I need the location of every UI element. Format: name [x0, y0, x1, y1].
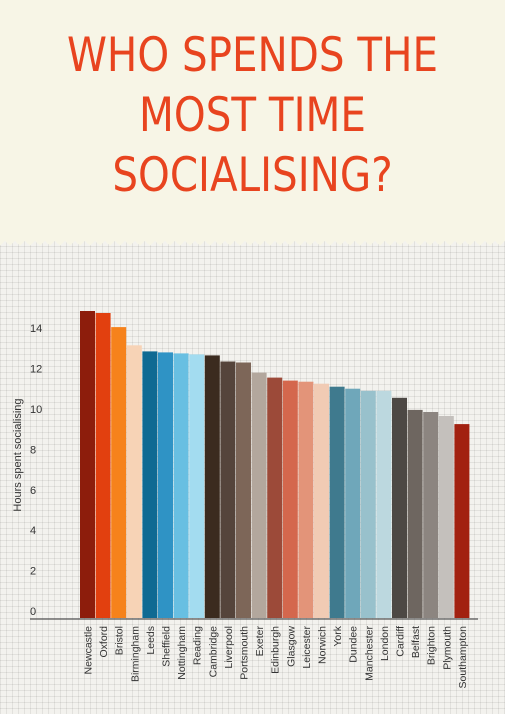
bar-birmingham	[126, 345, 142, 618]
bar-sheffield	[158, 352, 173, 618]
bar-york	[329, 386, 345, 618]
page-title: WHO SPENDS THE MOST TIME SOCIALISING?	[35, 26, 469, 206]
x-tick-labels: Newcastle Oxford Bristol Birmingham Leeds She…	[83, 625, 469, 688]
bar-newcastle	[80, 311, 95, 618]
x-tick-brighton: Brighton	[426, 626, 438, 665]
bar-edinburgh	[267, 377, 283, 618]
x-tick-oxford: Oxford	[98, 626, 110, 658]
x-tick-belfast: Belfast	[410, 626, 422, 658]
bar-cardiff	[392, 397, 407, 618]
x-tick-cambridge: Cambridge	[207, 626, 219, 678]
bar-dundee	[345, 388, 361, 618]
bar-southampton	[454, 424, 470, 618]
bar-manchester	[360, 390, 376, 619]
title-line-2: MOST TIME	[139, 88, 366, 143]
bar-norwich	[314, 383, 329, 618]
bar-portsmouth	[236, 362, 251, 618]
y-tick-14: 14	[30, 323, 42, 335]
bar-glasgow	[282, 380, 298, 618]
x-tick-leicester: Leicester	[301, 626, 313, 669]
bar-leicester	[298, 381, 314, 618]
x-tick-edinburgh: Edinburgh	[270, 626, 282, 674]
x-tick-newcastle: Newcastle	[83, 626, 95, 675]
bar-oxford	[95, 313, 111, 618]
title-line-1: WHO SPENDS THE	[66, 28, 439, 83]
x-tick-nottingham: Nottingham	[176, 626, 188, 680]
bars-group	[80, 311, 470, 619]
x-tick-sheffield: Sheffield	[161, 626, 173, 667]
bar-belfast	[407, 409, 423, 618]
x-tick-cardiff: Cardiff	[395, 626, 407, 657]
title-line-3: SOCIALISING?	[112, 148, 393, 203]
y-axis-label: Hours spent socialising	[12, 398, 24, 511]
x-tick-york: York	[332, 625, 344, 646]
bar-leeds	[142, 351, 158, 618]
bar-london	[376, 390, 392, 619]
x-tick-southampton: Southampton	[457, 626, 469, 689]
x-tick-plymouth: Plymouth	[441, 626, 453, 670]
y-tick-labels: 0 2 4 6 8 10 12 14	[30, 323, 42, 618]
x-tick-glasgow: Glasgow	[285, 626, 297, 667]
y-tick-6: 6	[30, 485, 36, 497]
x-tick-london: London	[379, 626, 391, 661]
bar-plymouth	[438, 416, 454, 618]
y-tick-0: 0	[30, 606, 36, 618]
title-banner	[0, 0, 505, 240]
x-tick-manchester: Manchester	[363, 625, 375, 680]
y-tick-8: 8	[30, 444, 36, 456]
y-tick-2: 2	[30, 566, 36, 578]
x-tick-leeds: Leeds	[145, 626, 157, 655]
x-tick-liverpool: Liverpool	[223, 626, 235, 669]
x-tick-exeter: Exeter	[254, 626, 266, 657]
bar-nottingham	[173, 353, 189, 618]
bar-bristol	[111, 327, 127, 618]
x-tick-bristol: Bristol	[114, 626, 126, 655]
y-tick-4: 4	[30, 525, 36, 537]
y-tick-10: 10	[30, 404, 42, 416]
bar-brighton	[423, 412, 439, 618]
y-tick-12: 12	[30, 364, 42, 376]
banner-zigzag-edge	[0, 236, 505, 246]
x-tick-norwich: Norwich	[317, 626, 329, 664]
x-tick-dundee: Dundee	[348, 626, 360, 663]
x-tick-portsmouth: Portsmouth	[239, 626, 251, 680]
bar-exeter	[251, 372, 267, 618]
bar-liverpool	[220, 361, 236, 618]
bar-cambridge	[204, 355, 220, 618]
x-tick-birmingham: Birmingham	[129, 626, 141, 682]
bar-reading	[189, 354, 205, 618]
x-tick-reading: Reading	[192, 626, 204, 665]
